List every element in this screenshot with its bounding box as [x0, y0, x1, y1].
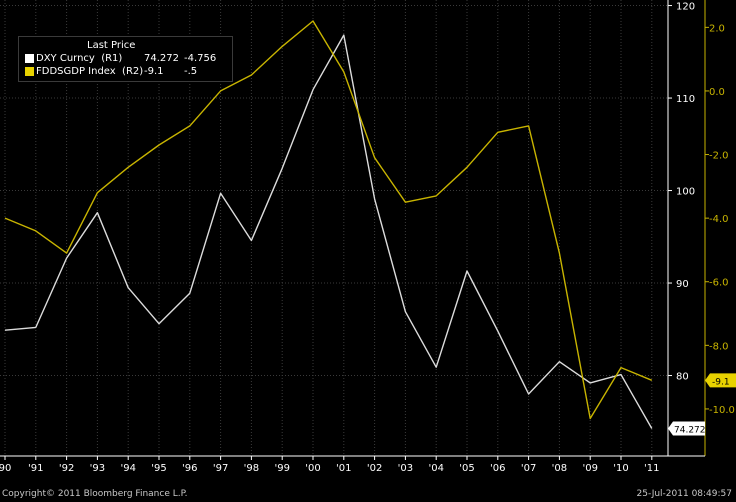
last-value-flag-fdd [705, 373, 736, 388]
series-lines [4, 20, 653, 429]
tick-label-x: '03 [398, 463, 413, 474]
tick-label-x: '01 [336, 463, 351, 474]
tick-label-x: '99 [274, 463, 289, 474]
legend-item-fdd: FDDSGDP Index (R2) -9.1 -.5 [25, 65, 224, 78]
series-line-fdd [4, 20, 653, 420]
tick-label-x: '92 [59, 463, 74, 474]
legend-last-value: 74.272 [144, 53, 179, 64]
tick-label-x: '11 [644, 463, 659, 474]
tick-label-x: '10 [613, 463, 628, 474]
legend-series-name: DXY Curncy (R1) [36, 53, 123, 64]
tick-label-x: '04 [428, 463, 443, 474]
legend-last-value: -9.1 [144, 66, 164, 77]
tick-label-x: 90 [0, 463, 11, 474]
tick-label-x: '06 [490, 463, 505, 474]
tick-label-r1: 100 [676, 187, 695, 198]
legend-swatch-fdd [25, 67, 34, 76]
tick-label-x: '00 [305, 463, 320, 474]
tick-label-r2: -10.0 [709, 405, 735, 416]
legend-change-value: -4.756 [184, 53, 217, 64]
tick-label-r2: 0.0 [709, 87, 725, 98]
tick-label-r1: 90 [676, 279, 689, 290]
tick-label-x: '08 [552, 463, 567, 474]
grid [0, 0, 668, 456]
tick-label-x: '91 [28, 463, 43, 474]
legend-series-name: FDDSGDP Index (R2) [36, 66, 144, 77]
legend-item-dxy: DXY Curncy (R1) 74.272 -4.756 [25, 52, 224, 65]
axes: 120 110 100 90 80 2.0 0.0 -2.0 -4.0 -6.0 -8.0 -10.0… [0, 0, 736, 474]
legend: Last Price DXY Curncy (R1) 74.272 -4.756… [18, 36, 233, 82]
tick-label-x: '93 [90, 463, 105, 474]
tick-label-r2: -6.0 [709, 278, 729, 289]
last-value-label-fdd: -9.1 [712, 377, 730, 387]
series-line-dxy [4, 34, 653, 429]
copyright-text: Copyright© 2011 Bloomberg Finance L.P. [2, 489, 188, 499]
last-value-label-dxy: 74.272 [674, 426, 706, 436]
legend-title: Last Price [87, 40, 136, 51]
last-value-flag-dxy [668, 421, 705, 436]
tick-label-x: '07 [521, 463, 536, 474]
tick-label-x: '96 [182, 463, 197, 474]
legend-swatch-dxy [25, 54, 34, 63]
tick-label-r2: -8.0 [709, 341, 729, 352]
tick-label-r2: 2.0 [709, 23, 725, 34]
tick-label-x: '98 [244, 463, 259, 474]
footer: Copyright© 2011 Bloomberg Finance L.P. 2… [0, 489, 736, 502]
tick-label-r2: -2.0 [709, 151, 729, 162]
tick-label-r1: 120 [676, 2, 695, 13]
legend-change-value: -.5 [184, 66, 198, 77]
tick-label-x: '05 [459, 463, 474, 474]
tick-label-r2: -4.0 [709, 214, 729, 225]
tick-label-r1: 110 [676, 94, 695, 105]
tick-label-r1: 80 [676, 372, 689, 383]
tick-label-x: '94 [120, 463, 135, 474]
tick-label-x: '02 [367, 463, 382, 474]
tick-label-x: '95 [151, 463, 166, 474]
tick-label-x: '09 [582, 463, 597, 474]
timestamp-text: 25-Jul-2011 08:49:57 [636, 489, 733, 499]
tick-label-x: '97 [213, 463, 228, 474]
